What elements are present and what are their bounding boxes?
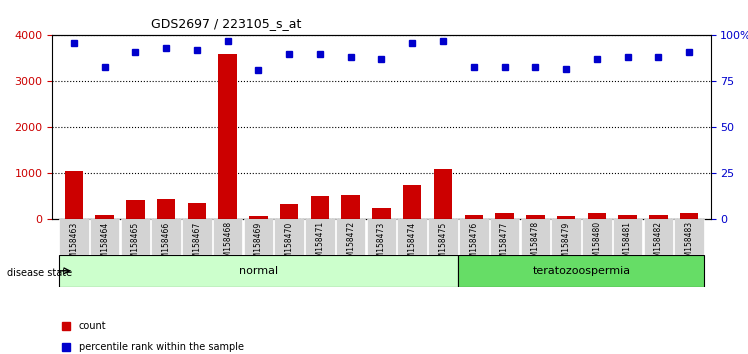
FancyBboxPatch shape [521, 219, 550, 255]
Bar [434, 169, 453, 219]
Text: GSM158479: GSM158479 [562, 221, 571, 268]
Text: teratozoospermia: teratozoospermia [533, 266, 631, 276]
FancyBboxPatch shape [151, 219, 181, 255]
Text: count: count [79, 321, 106, 331]
FancyBboxPatch shape [59, 219, 89, 255]
Bar [126, 200, 144, 219]
Bar [649, 215, 667, 219]
FancyBboxPatch shape [90, 219, 120, 255]
Bar [280, 204, 298, 219]
Text: GSM158473: GSM158473 [377, 221, 386, 268]
Text: GSM158476: GSM158476 [469, 221, 478, 268]
Bar [619, 215, 637, 219]
Bar [373, 208, 390, 219]
Bar [557, 216, 575, 219]
Bar [403, 185, 421, 219]
Text: GSM158463: GSM158463 [70, 221, 79, 268]
Bar [249, 216, 268, 219]
Text: GSM158480: GSM158480 [592, 221, 601, 267]
Text: GSM158475: GSM158475 [438, 221, 447, 268]
Text: GSM158483: GSM158483 [684, 221, 693, 267]
Text: GSM158465: GSM158465 [131, 221, 140, 268]
Text: GSM158468: GSM158468 [223, 221, 232, 267]
FancyBboxPatch shape [582, 219, 612, 255]
FancyBboxPatch shape [58, 255, 459, 287]
Text: GSM158464: GSM158464 [100, 221, 109, 268]
Bar [157, 199, 175, 219]
Bar [342, 195, 360, 219]
FancyBboxPatch shape [490, 219, 519, 255]
FancyBboxPatch shape [551, 219, 580, 255]
FancyBboxPatch shape [367, 219, 396, 255]
FancyBboxPatch shape [336, 219, 366, 255]
Bar [188, 203, 206, 219]
FancyBboxPatch shape [397, 219, 427, 255]
FancyBboxPatch shape [183, 219, 212, 255]
Bar [465, 215, 483, 219]
Bar [64, 171, 83, 219]
FancyBboxPatch shape [275, 219, 304, 255]
FancyBboxPatch shape [613, 219, 643, 255]
Text: GSM158477: GSM158477 [500, 221, 509, 268]
FancyBboxPatch shape [459, 219, 488, 255]
Text: GSM158474: GSM158474 [408, 221, 417, 268]
Bar [680, 212, 699, 219]
FancyBboxPatch shape [120, 219, 150, 255]
Text: GSM158478: GSM158478 [531, 221, 540, 267]
FancyBboxPatch shape [244, 219, 273, 255]
Bar [526, 215, 545, 219]
Bar [218, 54, 237, 219]
Text: normal: normal [239, 266, 278, 276]
Text: GSM158466: GSM158466 [162, 221, 171, 268]
Text: disease state: disease state [7, 268, 73, 278]
Text: GSM158482: GSM158482 [654, 221, 663, 267]
Text: GSM158481: GSM158481 [623, 221, 632, 267]
Text: GSM158467: GSM158467 [192, 221, 201, 268]
FancyBboxPatch shape [459, 255, 705, 287]
FancyBboxPatch shape [429, 219, 458, 255]
FancyBboxPatch shape [643, 219, 673, 255]
Text: GSM158472: GSM158472 [346, 221, 355, 267]
FancyBboxPatch shape [674, 219, 704, 255]
FancyBboxPatch shape [305, 219, 334, 255]
Text: percentile rank within the sample: percentile rank within the sample [79, 342, 244, 352]
Text: GDS2697 / 223105_s_at: GDS2697 / 223105_s_at [151, 17, 301, 30]
Bar [495, 212, 514, 219]
FancyBboxPatch shape [213, 219, 242, 255]
Bar [96, 215, 114, 219]
Text: GSM158469: GSM158469 [254, 221, 263, 268]
Text: GSM158470: GSM158470 [285, 221, 294, 268]
Bar [588, 212, 606, 219]
Text: GSM158471: GSM158471 [316, 221, 325, 267]
Bar [310, 196, 329, 219]
